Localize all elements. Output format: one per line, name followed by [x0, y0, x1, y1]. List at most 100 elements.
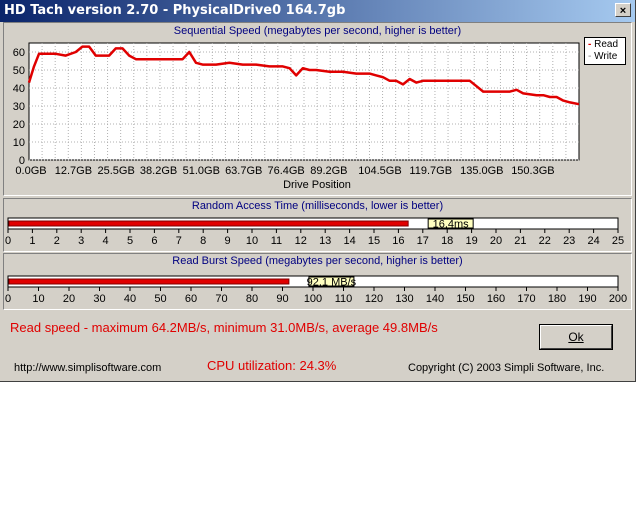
- x-tick-label: 76.4GB: [267, 165, 304, 177]
- random-access-value-label: 16,4ms: [433, 219, 470, 231]
- random-access-tick-label: 22: [539, 235, 551, 247]
- legend-item-read: - Read: [588, 39, 618, 50]
- x-tick-label: 12.7GB: [55, 165, 92, 177]
- y-tick-label: 20: [13, 119, 25, 131]
- random-access-tick-label: 14: [343, 235, 355, 247]
- burst-speed-tick-label: 110: [335, 293, 353, 305]
- title-bar[interactable]: HD Tach version 2.70 - PhysicalDrive0 16…: [0, 0, 635, 22]
- burst-speed-tick-label: 40: [124, 293, 136, 305]
- x-tick-label: 89.2GB: [310, 165, 347, 177]
- random-access-tick-label: 10: [246, 235, 258, 247]
- close-button[interactable]: ×: [615, 3, 631, 17]
- burst-speed-value-box: [308, 276, 355, 287]
- burst-speed-tick-label: 170: [517, 293, 535, 305]
- window-title: HD Tach version 2.70 - PhysicalDrive0 16…: [4, 3, 346, 18]
- random-access-tick-label: 11: [271, 235, 282, 247]
- legend-write-marker: -: [588, 51, 592, 62]
- random-access-tick-label: 21: [514, 235, 526, 247]
- y-tick-label: 0: [19, 155, 25, 167]
- burst-speed-tick-label: 130: [395, 293, 413, 305]
- copyright-text: Copyright (C) 2003 Simpli Software, Inc.: [408, 362, 605, 374]
- x-tick-label: 150.3GB: [511, 165, 554, 177]
- random-access-tick-label: 5: [127, 235, 133, 247]
- y-tick-label: 40: [13, 83, 25, 95]
- x-tick-label: 51.0GB: [183, 165, 220, 177]
- burst-speed-tick-label: 10: [32, 293, 44, 305]
- burst-speed-tick-label: 0: [5, 293, 11, 305]
- x-tick-label: 135.0GB: [460, 165, 503, 177]
- random-access-tick-label: 7: [176, 235, 182, 247]
- burst-speed-bar: [8, 278, 290, 285]
- sequential-speed-title: Sequential Speed (megabytes per second, …: [173, 25, 462, 37]
- burst-speed-panel: Read Burst Speed (megabytes per second, …: [3, 253, 632, 310]
- burst-speed-tick-label: 90: [276, 293, 288, 305]
- burst-speed-tick-label: 50: [154, 293, 166, 305]
- burst-speed-tick-label: 20: [63, 293, 75, 305]
- random-access-tick-label: 13: [319, 235, 331, 247]
- random-access-tick-label: 20: [490, 235, 502, 247]
- random-access-tick-label: 3: [78, 235, 84, 247]
- burst-speed-tick-label: 60: [185, 293, 197, 305]
- y-tick-label: 10: [13, 137, 25, 149]
- random-access-tick-label: 6: [151, 235, 157, 247]
- burst-speed-title: Read Burst Speed (megabytes per second, …: [172, 255, 463, 267]
- random-access-bar: [8, 220, 409, 227]
- x-tick-label: 104.5GB: [358, 165, 401, 177]
- burst-speed-tick-label: 70: [215, 293, 227, 305]
- chart-legend: - Read - Write: [584, 37, 626, 65]
- burst-speed-tick-label: 200: [609, 293, 627, 305]
- random-access-tick-label: 23: [563, 235, 575, 247]
- plot-area: [28, 42, 580, 161]
- sequential-speed-chart: 0 10 20 30 40 50 60 0.0GB 12.7GB 25.5GB 38.2GB 51.0…: [13, 42, 580, 191]
- random-access-tick-label: 15: [368, 235, 380, 247]
- random-access-tick-label: 19: [465, 235, 477, 247]
- burst-speed-tick-label: 30: [93, 293, 105, 305]
- burst-speed-tick-label: 120: [365, 293, 383, 305]
- hdtach-window: HD Tach version 2.70 - PhysicalDrive0 16…: [0, 0, 636, 382]
- cpu-utilization: CPU utilization: 24.3%: [207, 358, 337, 373]
- legend-read-marker: -: [588, 39, 592, 50]
- random-access-tick-label: 12: [295, 235, 307, 247]
- random-access-tick-label: 4: [103, 235, 109, 247]
- random-access-value-box: [427, 218, 474, 229]
- random-access-tick-label: 9: [225, 235, 231, 247]
- burst-speed-tick-label: 150: [456, 293, 474, 305]
- x-tick-label: 38.2GB: [140, 165, 177, 177]
- burst-speed-tick-label: 80: [246, 293, 258, 305]
- random-access-tick-label: 17: [417, 235, 429, 247]
- x-axis-label: Drive Position: [283, 179, 351, 191]
- sequential-speed-panel: Sequential Speed (megabytes per second, …: [3, 22, 632, 196]
- random-access-tick-label: 1: [29, 235, 35, 247]
- legend-item-write: - Write: [588, 51, 617, 62]
- burst-speed-value-label: 92.1 MB/s: [307, 277, 357, 289]
- random-access-panel: Random Access Time (milliseconds, lower …: [3, 198, 632, 252]
- burst-speed-chart: 92.1 MB/s 0 10 20 30 40 50 60 70 80 90 100 110 120 130…: [5, 275, 627, 305]
- random-access-tick-label: 25: [612, 235, 624, 247]
- x-tick-label: 63.7GB: [225, 165, 262, 177]
- read-speed-summary: Read speed - maximum 64.2MB/s, minimum 3…: [10, 320, 438, 335]
- y-tick-label: 50: [13, 65, 25, 77]
- random-access-tick-label: 2: [54, 235, 60, 247]
- legend-read-label: Read: [594, 39, 619, 50]
- random-access-tick-label: 24: [587, 235, 599, 247]
- random-access-tick-label: 16: [392, 235, 404, 247]
- burst-speed-tick-label: 180: [548, 293, 566, 305]
- x-tick-label: 25.5GB: [97, 165, 134, 177]
- random-access-tick-label: 18: [441, 235, 453, 247]
- x-tick-label: 119.7GB: [409, 165, 452, 177]
- ok-button[interactable]: Ok: [540, 325, 612, 349]
- random-access-title: Random Access Time (milliseconds, lower …: [191, 200, 444, 212]
- website-link[interactable]: http://www.simplisoftware.com: [14, 362, 162, 374]
- random-access-tick-label: 8: [200, 235, 206, 247]
- legend-write-label: Write: [594, 51, 618, 62]
- burst-speed-tick-label: 160: [487, 293, 505, 305]
- burst-speed-tick-label: 140: [426, 293, 444, 305]
- y-tick-label: 60: [13, 47, 25, 59]
- x-tick-label: 0.0GB: [15, 165, 46, 177]
- random-access-tick-label: 0: [5, 235, 11, 247]
- burst-speed-tick-label: 190: [578, 293, 596, 305]
- read-series-line: [27, 45, 580, 106]
- y-tick-label: 30: [13, 101, 25, 113]
- burst-speed-tick-label: 100: [304, 293, 322, 305]
